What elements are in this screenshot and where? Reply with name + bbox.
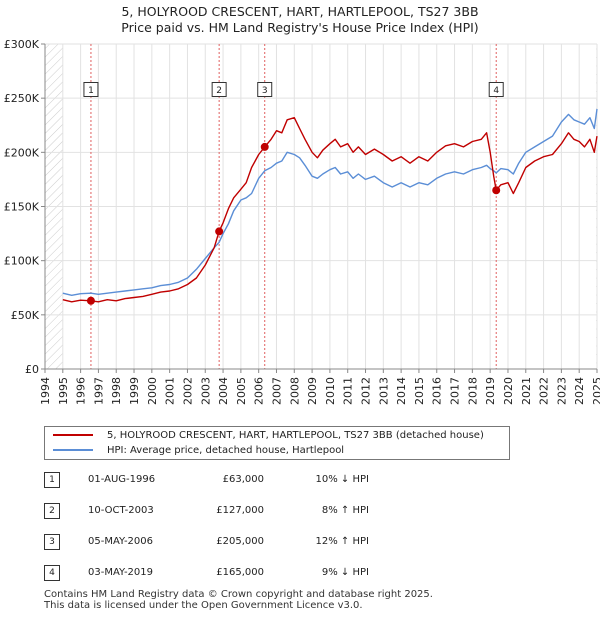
- x-tick-label: 2000: [146, 377, 159, 405]
- transaction-badge: 3: [44, 534, 60, 550]
- legend: 5, HOLYROOD CRESCENT, HART, HARTLEPOOL, …: [44, 426, 510, 460]
- x-tick-label: 2003: [199, 377, 212, 405]
- transaction-date: 01-AUG-1996: [88, 474, 156, 485]
- transaction-price: £205,000: [216, 536, 264, 547]
- transaction-label-box: [211, 82, 227, 97]
- transaction-badge: 2: [44, 503, 60, 519]
- x-tick-label: 2016: [431, 377, 444, 405]
- transaction-hpi: 9% ↓ HPI: [321, 567, 369, 578]
- transaction-marker: [215, 227, 224, 236]
- y-tick-label: £250K: [4, 92, 40, 105]
- transaction-label: 1: [88, 86, 94, 96]
- transaction-date: 03-MAY-2019: [88, 567, 154, 578]
- x-tick-label: 2001: [164, 377, 177, 405]
- y-tick-label: £150K: [4, 201, 40, 214]
- table-row: 3 05-MAY-2006 £205,000 12% ↑ HPI: [44, 534, 444, 552]
- transaction-badge: 4: [44, 565, 60, 581]
- x-tick-label: 2011: [342, 377, 355, 405]
- x-tick-label: 2004: [217, 377, 230, 405]
- x-tick-label: 2023: [555, 377, 568, 405]
- transaction-label-box: [83, 82, 99, 97]
- x-tick-label: 2012: [360, 377, 373, 405]
- x-tick-label: 1995: [57, 377, 70, 405]
- legend-swatch-property: [53, 434, 93, 436]
- hpi-line: [62, 108, 598, 296]
- legend-item-hpi: HPI: Average price, detached house, Hart…: [53, 444, 344, 458]
- title-line: 5, HOLYROOD CRESCENT, HART, HARTLEPOOL, …: [121, 4, 479, 19]
- x-tick-label: 1994: [39, 377, 52, 405]
- legend-label-hpi: HPI: Average price, detached house, Hart…: [107, 445, 345, 456]
- transaction-badge: 1: [44, 472, 60, 488]
- transaction-hpi: 10% ↓ HPI: [315, 474, 369, 485]
- footer-copyright: Contains HM Land Registry data © Crown c…: [44, 589, 433, 600]
- transaction-labels: 1 2 3 4: [83, 82, 504, 97]
- series-lines: [62, 108, 598, 303]
- y-tick-label: £200K: [4, 146, 40, 159]
- property-price-line: [62, 117, 598, 303]
- transaction-hpi: 8% ↑ HPI: [321, 505, 369, 516]
- table-row: 4 03-MAY-2019 £165,000 9% ↓ HPI: [44, 565, 444, 583]
- transaction-label-box: [257, 82, 273, 97]
- subtitle-line: Price paid vs. HM Land Registry's House …: [121, 20, 479, 35]
- legend-label-property: 5, HOLYROOD CRESCENT, HART, HARTLEPOOL, …: [107, 430, 484, 441]
- transaction-label: 4: [493, 86, 499, 96]
- x-tick-label: 2002: [181, 377, 194, 405]
- table-row: 2 10-OCT-2003 £127,000 8% ↑ HPI: [44, 503, 444, 521]
- footer-licence: This data is licensed under the Open Gov…: [44, 600, 363, 611]
- x-tick-label: 2021: [520, 377, 533, 405]
- transaction-price: £63,000: [222, 474, 264, 485]
- y-tick-label: £100K: [4, 255, 40, 268]
- x-tick-label: 2013: [377, 377, 390, 405]
- transaction-marker: [260, 142, 269, 151]
- legend-item-property: 5, HOLYROOD CRESCENT, HART, HARTLEPOOL, …: [53, 429, 484, 443]
- x-tick-label: 2019: [484, 377, 497, 405]
- x-tick-label: 2018: [466, 377, 479, 405]
- footer: Contains HM Land Registry data © Crown c…: [44, 589, 433, 611]
- x-tick-label: 2014: [395, 377, 408, 405]
- transaction-label-box: [488, 82, 504, 97]
- x-tick-label: 1998: [110, 377, 123, 405]
- transaction-label: 3: [262, 86, 268, 96]
- transaction-price: £127,000: [216, 505, 264, 516]
- transaction-marker: [492, 186, 501, 195]
- transaction-markers: [86, 142, 501, 305]
- x-tick-label: 2020: [502, 377, 515, 405]
- x-tick-label: 2007: [270, 377, 283, 405]
- transaction-date: 05-MAY-2006: [88, 536, 154, 547]
- table-row: 1 01-AUG-1996 £63,000 10% ↓ HPI: [44, 472, 444, 490]
- x-tick-label: 2017: [449, 377, 462, 405]
- x-tick-label: 2009: [306, 377, 319, 405]
- chart-title: 5, HOLYROOD CRESCENT, HART, HARTLEPOOL, …: [0, 4, 600, 36]
- y-tick-label: £50K: [11, 309, 40, 322]
- price-chart: 1 2 3 4 £0 £50K £100K £150K £200K £250K £300K 1994…: [4, 38, 600, 405]
- y-tick-label: £300K: [4, 38, 40, 51]
- transaction-price: £165,000: [216, 567, 264, 578]
- x-tick-label: 2008: [288, 377, 301, 405]
- x-tick-label: 2022: [538, 377, 551, 405]
- x-tick-label: 2015: [413, 377, 426, 405]
- legend-swatch-hpi: [53, 449, 93, 451]
- y-tick-label: £0: [25, 363, 39, 376]
- transaction-date: 10-OCT-2003: [88, 505, 154, 516]
- x-tick-label: 2010: [324, 377, 337, 405]
- x-tick-label: 2006: [253, 377, 266, 405]
- transaction-marker: [86, 296, 95, 305]
- transaction-hpi: 12% ↑ HPI: [315, 536, 369, 547]
- x-tick-label: 1996: [75, 377, 88, 405]
- x-tick-label: 1997: [92, 377, 105, 405]
- transaction-label: 2: [216, 86, 222, 96]
- x-tick-label: 1999: [128, 377, 141, 405]
- x-tick-label: 2005: [235, 377, 248, 405]
- x-tick-label: 2025: [591, 377, 600, 405]
- x-tick-label: 2024: [573, 377, 586, 405]
